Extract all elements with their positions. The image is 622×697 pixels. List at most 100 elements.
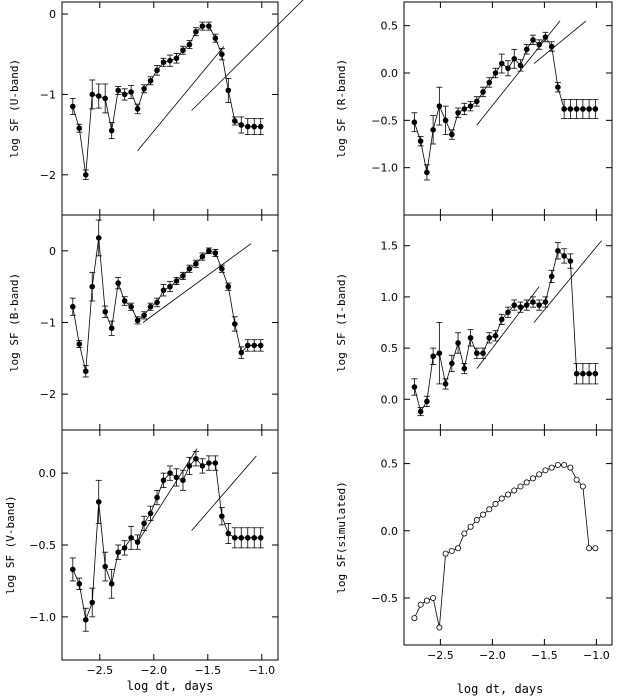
data-point bbox=[424, 398, 430, 405]
data-point bbox=[115, 549, 121, 555]
data-point bbox=[134, 317, 141, 324]
data-point bbox=[579, 483, 586, 490]
data-point bbox=[199, 23, 206, 29]
data-point bbox=[134, 539, 141, 545]
x-tick-label: −1.5 bbox=[531, 649, 558, 662]
y-tick-label: −1 bbox=[40, 317, 56, 330]
panel-sim: −2.5 −2.0 −1.5 −1.0 0.5 0.0 −0.5 log SF(simulat… bbox=[335, 429, 613, 696]
y-tick-label: −0.5 bbox=[371, 114, 398, 127]
y-tick-label: −1 bbox=[40, 88, 56, 101]
series-line bbox=[72, 237, 261, 372]
data-point bbox=[160, 59, 167, 66]
data-point bbox=[480, 511, 487, 518]
data-point bbox=[511, 55, 518, 62]
data-point bbox=[128, 303, 134, 310]
data-point bbox=[225, 530, 232, 537]
data-point bbox=[212, 35, 219, 41]
data-point bbox=[492, 333, 499, 339]
y-tick-label: 0.0 bbox=[39, 467, 57, 480]
data-point bbox=[492, 70, 499, 76]
data-point bbox=[542, 34, 549, 40]
data-point bbox=[82, 368, 89, 375]
panel-r: 0.5 0.0 −0.5 −1.0 log SF (R-band) bbox=[335, 1, 613, 216]
panel-u: 0 −1 −2 log SF (U-band) bbox=[8, 0, 304, 216]
data-point bbox=[536, 41, 542, 48]
data-point bbox=[167, 57, 173, 64]
data-point bbox=[505, 309, 511, 316]
data-point bbox=[160, 477, 167, 484]
data-point bbox=[154, 67, 160, 74]
data-point bbox=[219, 265, 225, 272]
data-point bbox=[141, 86, 147, 92]
x-tick-label: −2.5 bbox=[427, 649, 454, 662]
data-point bbox=[70, 566, 76, 573]
data-point bbox=[536, 471, 543, 478]
data-point bbox=[567, 464, 574, 471]
data-point bbox=[193, 455, 199, 462]
trend-line bbox=[476, 286, 540, 369]
x-tick-label: −2.5 bbox=[86, 664, 113, 677]
data-point bbox=[455, 109, 461, 116]
data-point bbox=[225, 87, 232, 94]
data-point bbox=[225, 283, 232, 290]
data-point bbox=[108, 325, 115, 332]
data-point bbox=[505, 65, 511, 72]
data-point bbox=[76, 581, 83, 587]
data-point bbox=[430, 127, 436, 133]
data-point bbox=[115, 87, 121, 94]
data-point bbox=[212, 460, 219, 466]
y-tick-label: −2 bbox=[40, 169, 56, 182]
data-point bbox=[436, 350, 443, 357]
data-point bbox=[232, 321, 238, 327]
data-point bbox=[417, 408, 424, 415]
data-point bbox=[89, 283, 96, 290]
data-point bbox=[592, 545, 599, 552]
data-point bbox=[95, 499, 102, 505]
data-point bbox=[115, 280, 121, 286]
data-point bbox=[461, 365, 468, 372]
data-point bbox=[555, 84, 561, 90]
data-point bbox=[206, 460, 212, 466]
data-point bbox=[586, 106, 592, 112]
data-point bbox=[561, 106, 567, 112]
y-tick-label: 0.5 bbox=[381, 20, 399, 33]
trend-line bbox=[137, 45, 225, 151]
data-point bbox=[542, 467, 549, 474]
x-tick-label: −1.0 bbox=[583, 649, 610, 662]
data-point bbox=[417, 601, 424, 608]
y-tick-label: 0 bbox=[49, 245, 56, 258]
data-point bbox=[561, 461, 568, 468]
data-point bbox=[147, 510, 154, 517]
y-tick-label: −1.0 bbox=[371, 162, 398, 175]
data-point bbox=[449, 131, 455, 138]
data-point bbox=[82, 172, 89, 178]
data-point bbox=[592, 106, 599, 112]
y-tick-label: 0.0 bbox=[381, 67, 399, 80]
data-point bbox=[238, 349, 245, 356]
panel-i: 1.5 1.0 0.5 0.0 log SF (I-band) bbox=[335, 214, 613, 431]
data-point bbox=[186, 41, 193, 48]
data-point bbox=[141, 312, 147, 319]
data-point bbox=[180, 477, 186, 484]
data-point bbox=[219, 51, 225, 58]
data-point bbox=[580, 370, 586, 377]
data-point bbox=[542, 299, 549, 305]
data-point bbox=[430, 353, 436, 360]
data-point bbox=[498, 495, 505, 502]
trend-line bbox=[142, 243, 252, 323]
data-point bbox=[257, 123, 264, 130]
data-point bbox=[411, 384, 418, 390]
y-tick-label: 0.0 bbox=[381, 525, 399, 538]
data-point bbox=[102, 563, 108, 570]
data-point bbox=[70, 303, 76, 310]
y-tick-label: 0 bbox=[49, 8, 56, 21]
data-point bbox=[461, 530, 468, 537]
data-point bbox=[442, 117, 449, 124]
data-point bbox=[511, 487, 518, 494]
data-point bbox=[141, 520, 147, 527]
data-point bbox=[219, 513, 225, 520]
data-point bbox=[486, 79, 493, 86]
data-point bbox=[238, 535, 245, 541]
data-point bbox=[102, 95, 108, 102]
